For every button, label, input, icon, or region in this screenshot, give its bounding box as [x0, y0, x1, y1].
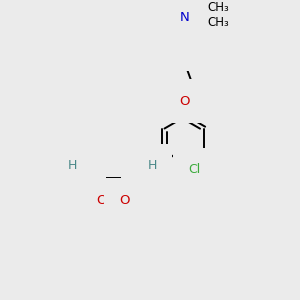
- Text: CH₃: CH₃: [207, 16, 229, 29]
- Text: O: O: [136, 159, 147, 172]
- Text: O: O: [96, 194, 106, 207]
- Text: O: O: [79, 159, 90, 172]
- Text: Cl: Cl: [188, 163, 200, 176]
- Text: O: O: [179, 94, 190, 108]
- Text: H: H: [68, 159, 77, 172]
- Text: H: H: [148, 159, 157, 172]
- Text: O: O: [120, 194, 130, 207]
- Text: N: N: [179, 11, 189, 24]
- Text: CH₃: CH₃: [207, 1, 229, 14]
